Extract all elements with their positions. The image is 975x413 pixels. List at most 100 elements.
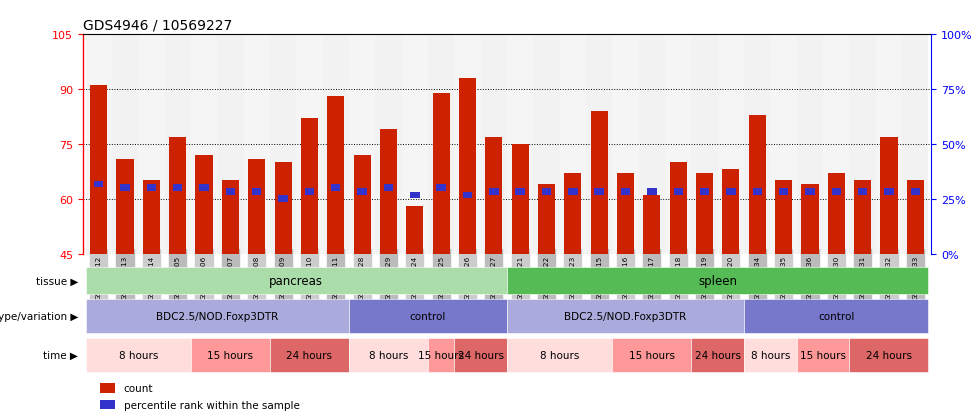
Bar bbox=[354, 156, 370, 254]
Bar bbox=[691, 35, 718, 254]
Bar bbox=[876, 35, 902, 254]
Bar bbox=[328, 97, 344, 254]
Bar bbox=[99, 400, 115, 410]
Bar bbox=[858, 189, 868, 195]
Bar bbox=[305, 189, 314, 195]
Bar bbox=[489, 189, 498, 195]
Bar bbox=[507, 338, 612, 372]
Bar bbox=[217, 35, 244, 254]
Bar bbox=[402, 35, 428, 254]
Bar bbox=[296, 35, 323, 254]
Bar bbox=[349, 35, 375, 254]
Bar bbox=[880, 137, 898, 254]
Bar bbox=[647, 189, 656, 195]
Bar bbox=[99, 383, 115, 393]
Bar bbox=[726, 189, 735, 195]
Bar bbox=[828, 174, 845, 254]
Bar bbox=[797, 35, 823, 254]
Bar bbox=[199, 185, 209, 192]
Bar bbox=[560, 35, 586, 254]
Bar bbox=[907, 181, 924, 254]
Bar bbox=[86, 338, 191, 372]
Bar bbox=[854, 181, 872, 254]
Text: BDC2.5/NOD.Foxp3DTR: BDC2.5/NOD.Foxp3DTR bbox=[156, 311, 278, 321]
Bar bbox=[112, 35, 138, 254]
Bar bbox=[674, 189, 682, 195]
Text: spleen: spleen bbox=[698, 274, 737, 287]
Text: 24 hours: 24 hours bbox=[695, 350, 741, 360]
Bar bbox=[146, 185, 156, 192]
Bar bbox=[463, 192, 472, 199]
Bar bbox=[749, 115, 765, 254]
Bar bbox=[744, 338, 797, 372]
Bar bbox=[252, 189, 261, 195]
Text: control: control bbox=[410, 311, 447, 321]
Text: 15 hours: 15 hours bbox=[208, 350, 254, 360]
Bar bbox=[775, 181, 792, 254]
Text: BDC2.5/NOD.Foxp3DTR: BDC2.5/NOD.Foxp3DTR bbox=[565, 311, 686, 321]
Bar bbox=[196, 156, 213, 254]
Bar bbox=[884, 189, 894, 195]
Bar bbox=[849, 338, 928, 372]
Bar bbox=[481, 35, 507, 254]
Bar bbox=[116, 159, 134, 254]
Bar bbox=[410, 192, 419, 199]
Bar bbox=[169, 137, 186, 254]
Text: percentile rank within the sample: percentile rank within the sample bbox=[124, 400, 299, 410]
Text: control: control bbox=[818, 311, 854, 321]
Bar bbox=[507, 35, 533, 254]
Bar bbox=[244, 35, 270, 254]
Text: 15 hours: 15 hours bbox=[800, 350, 846, 360]
Text: 15 hours: 15 hours bbox=[629, 350, 675, 360]
Bar bbox=[565, 174, 581, 254]
Bar bbox=[173, 185, 182, 192]
Bar bbox=[533, 35, 560, 254]
Bar bbox=[516, 189, 525, 195]
Bar bbox=[86, 268, 507, 294]
Bar bbox=[586, 35, 612, 254]
Bar bbox=[275, 163, 292, 254]
Bar bbox=[568, 189, 577, 195]
Bar bbox=[486, 137, 502, 254]
Bar bbox=[696, 174, 713, 254]
Bar bbox=[454, 35, 481, 254]
Text: 24 hours: 24 hours bbox=[287, 350, 332, 360]
Bar bbox=[722, 170, 739, 254]
Bar bbox=[612, 338, 691, 372]
Bar bbox=[542, 189, 551, 195]
Bar bbox=[644, 196, 660, 254]
Text: 8 hours: 8 hours bbox=[751, 350, 790, 360]
Bar bbox=[249, 159, 265, 254]
Bar bbox=[142, 181, 160, 254]
Bar bbox=[428, 338, 454, 372]
Bar bbox=[380, 130, 397, 254]
Bar bbox=[801, 185, 818, 254]
Bar bbox=[753, 189, 762, 195]
Bar bbox=[222, 181, 239, 254]
Bar bbox=[621, 189, 630, 195]
Bar bbox=[744, 299, 928, 333]
Bar bbox=[718, 35, 744, 254]
Bar bbox=[428, 35, 454, 254]
Bar bbox=[94, 181, 103, 188]
Bar bbox=[120, 185, 130, 192]
Bar bbox=[797, 338, 849, 372]
Bar bbox=[270, 338, 349, 372]
Bar bbox=[165, 35, 191, 254]
Bar bbox=[639, 35, 665, 254]
Bar bbox=[770, 35, 797, 254]
Bar bbox=[86, 299, 349, 333]
Bar bbox=[459, 79, 476, 254]
Bar bbox=[433, 93, 449, 254]
Bar bbox=[349, 299, 507, 333]
Bar bbox=[332, 185, 340, 192]
Bar bbox=[358, 189, 367, 195]
Bar bbox=[86, 35, 112, 254]
Bar bbox=[779, 189, 789, 195]
Text: count: count bbox=[124, 383, 153, 393]
Bar bbox=[665, 35, 691, 254]
Bar bbox=[911, 189, 920, 195]
Bar bbox=[437, 185, 446, 192]
Text: GDS4946 / 10569227: GDS4946 / 10569227 bbox=[83, 19, 232, 33]
Text: tissue ▶: tissue ▶ bbox=[36, 276, 78, 286]
